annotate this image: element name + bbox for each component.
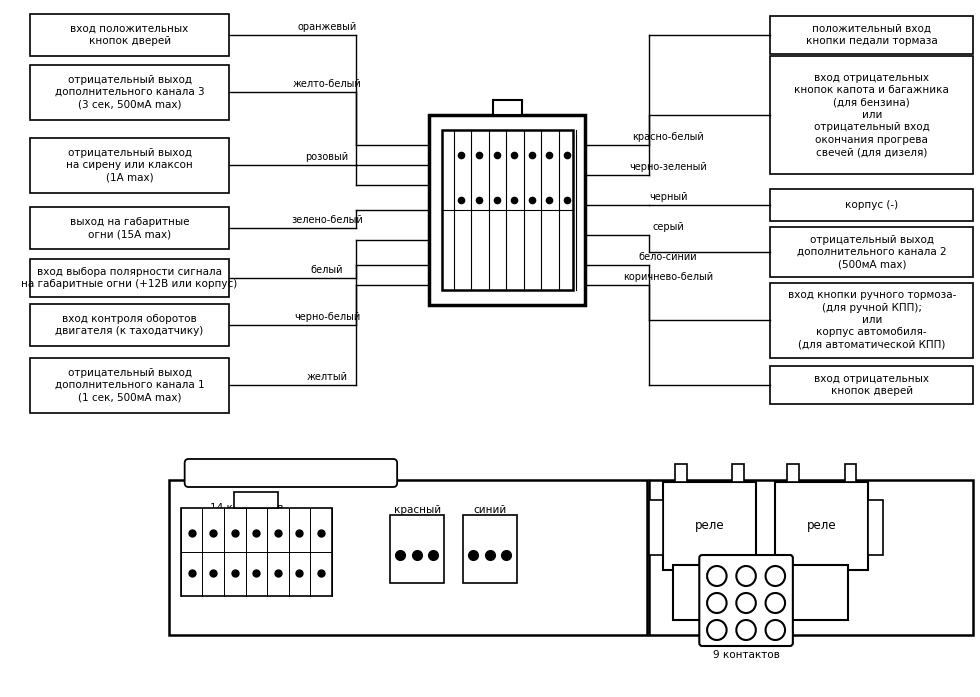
- Text: розовый: розовый: [306, 152, 349, 162]
- Text: красный: красный: [394, 505, 441, 515]
- Bar: [868, 500, 883, 555]
- Circle shape: [765, 566, 785, 586]
- Text: положительный вход
кнопки педали тормаза: положительный вход кнопки педали тормаза: [806, 24, 938, 46]
- Bar: [29, 259, 229, 297]
- Bar: [770, 189, 973, 221]
- Circle shape: [708, 593, 726, 613]
- Text: вход контроля оборотов
двигателя (к таходатчику): вход контроля оборотов двигателя (к тахо…: [56, 314, 204, 336]
- Bar: [775, 482, 868, 570]
- Text: желто-белый: желто-белый: [293, 79, 362, 89]
- Bar: [770, 283, 973, 358]
- Circle shape: [708, 566, 726, 586]
- Text: реле: реле: [695, 519, 724, 533]
- Bar: [732, 464, 744, 482]
- Bar: [770, 366, 973, 404]
- Circle shape: [708, 620, 726, 640]
- Bar: [29, 304, 229, 346]
- Text: черный: черный: [649, 192, 687, 202]
- FancyBboxPatch shape: [700, 555, 793, 646]
- FancyBboxPatch shape: [184, 459, 397, 487]
- Text: черно-зеленый: черно-зеленый: [629, 162, 707, 172]
- Bar: [663, 482, 756, 570]
- Bar: [29, 138, 229, 193]
- Bar: [649, 480, 973, 635]
- Circle shape: [765, 593, 785, 613]
- Bar: [770, 56, 973, 174]
- Text: вход отрицательных
кнопок дверей: вход отрицательных кнопок дверей: [814, 374, 929, 396]
- Bar: [493, 100, 522, 115]
- Text: синий: синий: [473, 505, 507, 515]
- Text: вход положительных
кнопок дверей: вход положительных кнопок дверей: [71, 24, 189, 46]
- Bar: [649, 500, 663, 555]
- Text: отрицательный выход
дополнительного канала 3
(3 сек, 500мА max): отрицательный выход дополнительного кана…: [55, 75, 205, 109]
- Circle shape: [736, 620, 756, 640]
- Text: выход на габаритные
огни (15А max): выход на габаритные огни (15А max): [70, 217, 189, 239]
- Bar: [787, 464, 799, 482]
- Circle shape: [736, 566, 756, 586]
- Bar: [429, 115, 585, 305]
- Text: вход кнопки ручного тормоза-
(для ручной КПП);
или
корпус автомобиля-
(для автом: вход кнопки ручного тормоза- (для ручной…: [788, 290, 956, 350]
- Bar: [29, 358, 229, 413]
- Text: 14 контактов: 14 контактов: [211, 503, 284, 513]
- Text: отрицательный выход
дополнительного канала 1
(1 сек, 500мА max): отрицательный выход дополнительного кана…: [55, 367, 205, 402]
- Text: реле: реле: [807, 519, 836, 533]
- Text: отрицательный выход
на сирену или клаксон
(1А max): отрицательный выход на сирену или клаксо…: [67, 148, 193, 183]
- Text: 9 контактов: 9 контактов: [712, 650, 779, 660]
- Bar: [29, 65, 229, 120]
- Text: вход отрицательных
кнопок капота и багажника
(для бензина)
или
отрицательный вхо: вход отрицательных кнопок капота и багаж…: [795, 72, 950, 158]
- Text: серый: серый: [653, 222, 684, 232]
- Bar: [234, 492, 278, 508]
- Text: вход выбора полярности сигнала
на габаритные огни (+12В или корпус): вход выбора полярности сигнала на габари…: [22, 267, 238, 289]
- Circle shape: [736, 593, 756, 613]
- Text: отрицательный выход
дополнительного канала 2
(500мА max): отрицательный выход дополнительного кана…: [797, 235, 947, 270]
- Bar: [390, 515, 444, 583]
- Bar: [675, 464, 687, 482]
- Bar: [464, 515, 517, 583]
- Bar: [29, 207, 229, 249]
- Text: корпус (-): корпус (-): [845, 200, 899, 210]
- Bar: [180, 508, 332, 596]
- Text: красно-белый: красно-белый: [632, 132, 704, 142]
- Bar: [845, 464, 857, 482]
- Text: оранжевый: оранжевый: [297, 22, 357, 32]
- Text: коричнево-белый: коричнево-белый: [623, 272, 713, 282]
- Text: бело-синий: бело-синий: [639, 252, 698, 262]
- Bar: [29, 14, 229, 56]
- Bar: [442, 130, 572, 290]
- Bar: [770, 16, 973, 54]
- Bar: [170, 480, 647, 635]
- Text: зелено-белый: зелено-белый: [291, 215, 363, 225]
- Bar: [770, 227, 973, 277]
- Circle shape: [765, 620, 785, 640]
- Text: черно-белый: черно-белый: [294, 312, 360, 322]
- Text: желтый: желтый: [307, 372, 348, 382]
- Text: белый: белый: [311, 265, 343, 275]
- Bar: [673, 565, 849, 620]
